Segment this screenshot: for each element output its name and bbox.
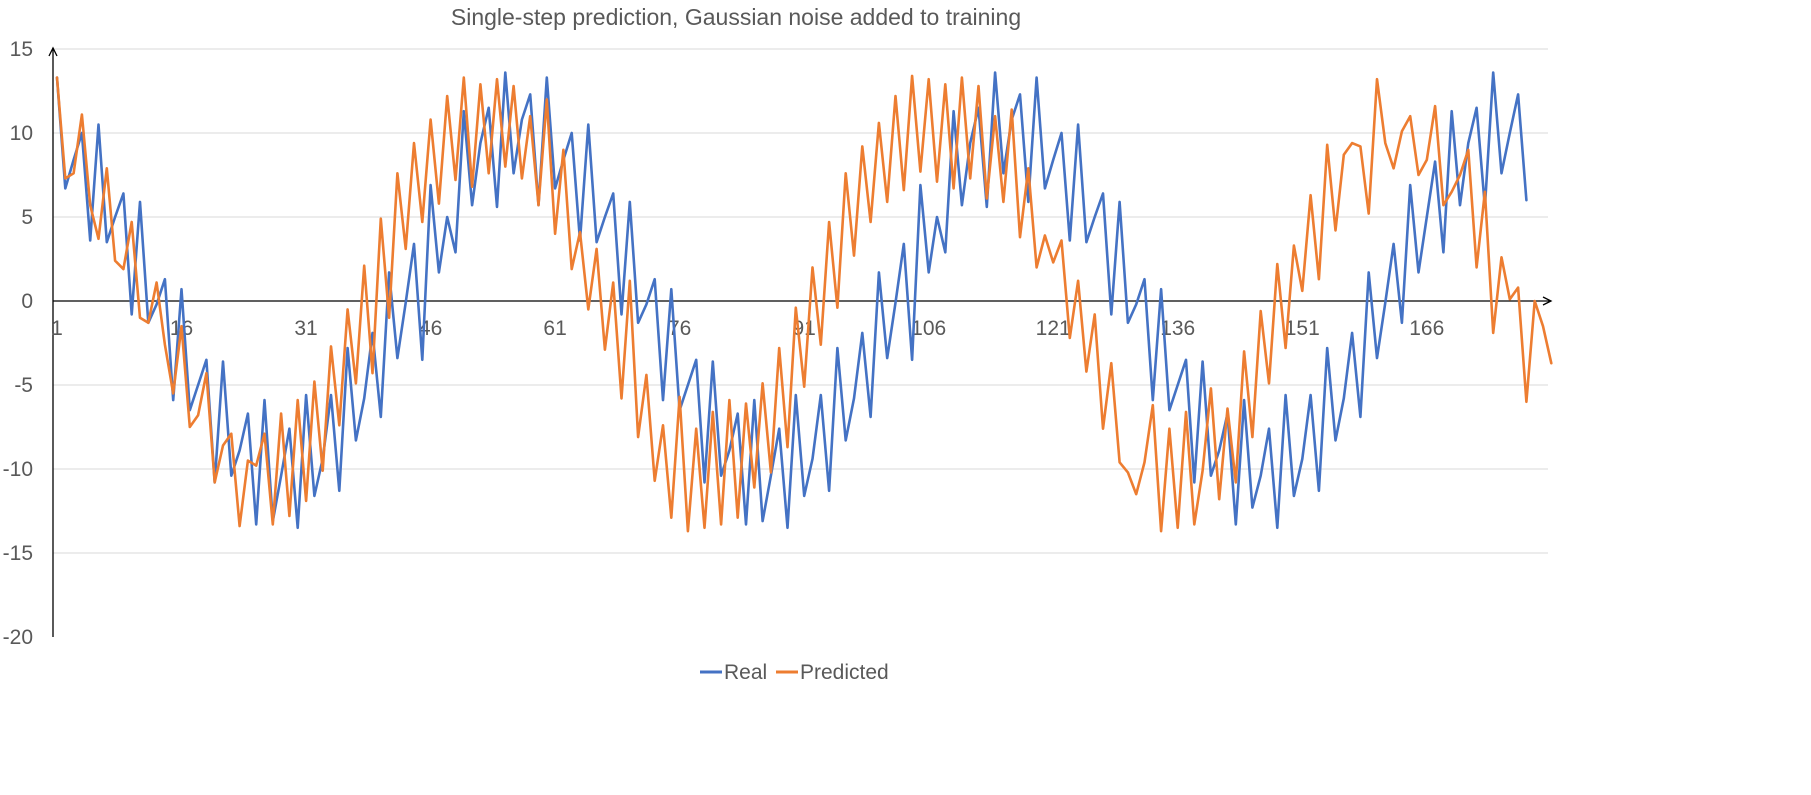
y-tick-label: -10	[3, 458, 33, 481]
axes	[48, 46, 1553, 637]
y-tick-label: 5	[21, 206, 33, 229]
x-tick-labels: 1 16 31 46 61 76 91 106 121 136 151 166	[51, 317, 1444, 340]
x-tick-label: 106	[911, 317, 946, 340]
x-tick-label: 151	[1285, 317, 1320, 340]
x-tick-label: 76	[668, 317, 691, 340]
y-tick-label: -20	[3, 626, 33, 649]
x-tick-label: 1	[51, 317, 63, 340]
x-tick-label: 136	[1160, 317, 1195, 340]
y-tick-label: -5	[14, 374, 33, 397]
x-tick-label: 31	[294, 317, 317, 340]
y-tick-labels: 15 10 5 0 -5 -10 -15 -20	[3, 38, 33, 649]
x-tick-label: 121	[1036, 317, 1071, 340]
x-tick-label: 166	[1409, 317, 1444, 340]
legend-label-real: Real	[724, 661, 767, 684]
x-tick-label: 61	[543, 317, 566, 340]
y-axis-arrow	[48, 46, 58, 57]
legend-label-predicted: Predicted	[800, 661, 889, 684]
y-tick-label: 0	[21, 290, 33, 313]
y-tick-label: 10	[10, 122, 33, 145]
y-tick-label: 15	[10, 38, 33, 61]
legend: Real Predicted	[700, 661, 889, 684]
x-axis-arrow	[1542, 296, 1553, 306]
y-tick-label: -15	[3, 542, 33, 565]
series-lines	[55, 71, 1553, 533]
series-line-predicted	[55, 74, 1553, 533]
chart-title: Single-step prediction, Gaussian noise a…	[451, 4, 1021, 30]
